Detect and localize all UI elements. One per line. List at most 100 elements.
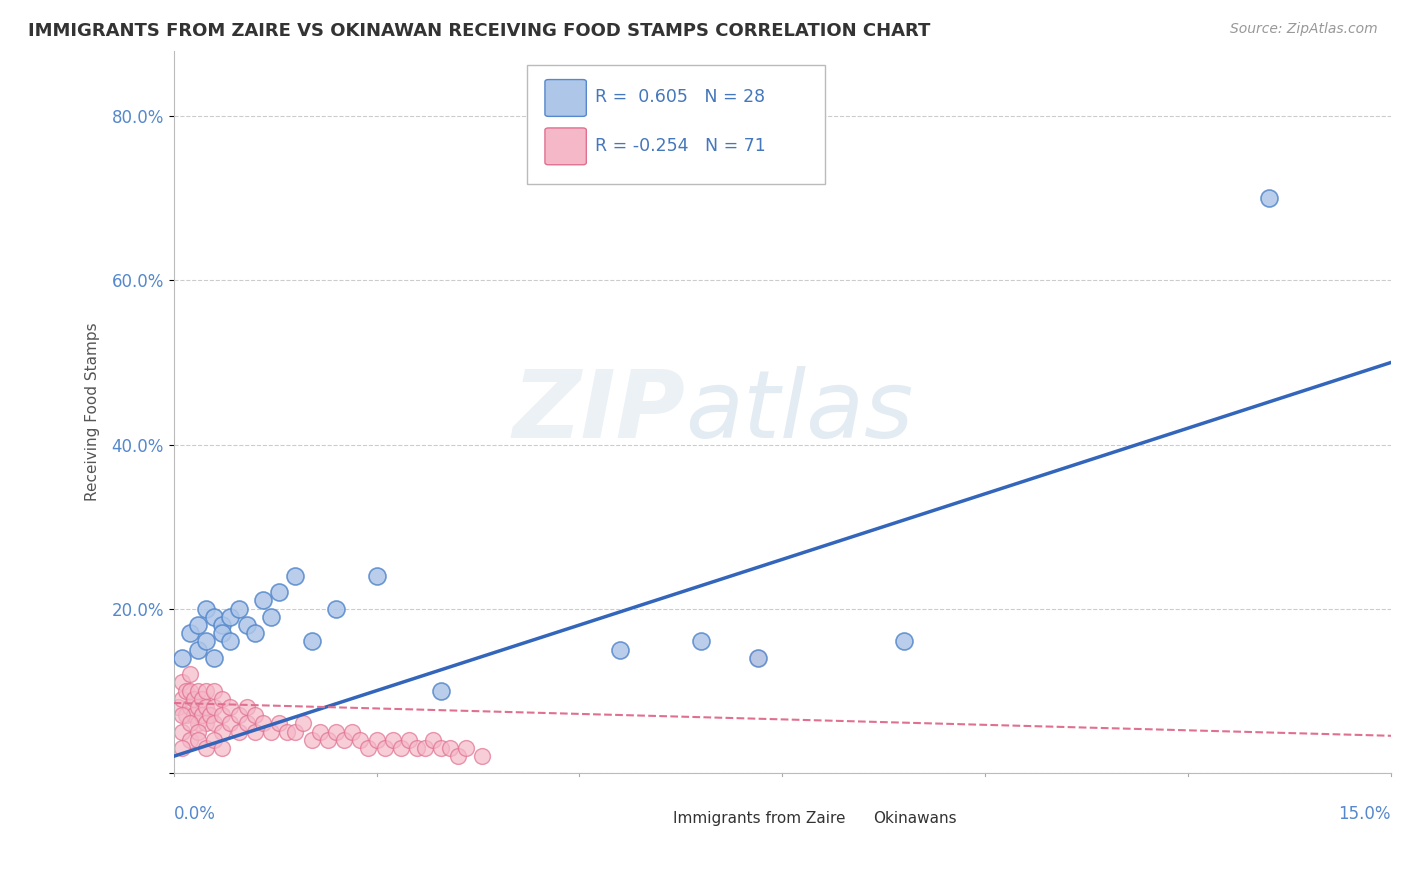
Point — [187, 716, 209, 731]
Point — [430, 741, 453, 756]
Point — [374, 741, 396, 756]
Point — [187, 700, 209, 714]
Point — [308, 724, 330, 739]
Point — [454, 741, 477, 756]
Point — [174, 708, 197, 723]
Point — [243, 626, 266, 640]
Point — [179, 700, 201, 714]
Point — [235, 618, 257, 632]
Point — [252, 593, 274, 607]
Point — [422, 732, 444, 747]
Point — [219, 634, 242, 648]
Point — [195, 683, 218, 698]
Point — [195, 700, 218, 714]
Point — [211, 691, 233, 706]
Point — [747, 650, 769, 665]
FancyBboxPatch shape — [834, 803, 868, 832]
Point — [202, 732, 225, 747]
Point — [228, 601, 250, 615]
Point — [202, 700, 225, 714]
FancyBboxPatch shape — [546, 128, 586, 165]
Point — [211, 724, 233, 739]
Point — [219, 609, 242, 624]
Point — [325, 724, 347, 739]
Point — [211, 708, 233, 723]
Point — [284, 569, 307, 583]
Point — [430, 683, 453, 698]
Point — [170, 675, 193, 690]
Point — [471, 749, 494, 764]
Text: 15.0%: 15.0% — [1339, 805, 1391, 823]
Point — [191, 691, 214, 706]
Point — [195, 716, 218, 731]
Point — [166, 700, 188, 714]
Point — [747, 650, 769, 665]
Point — [406, 741, 429, 756]
Point — [235, 716, 257, 731]
Text: Immigrants from Zaire: Immigrants from Zaire — [672, 811, 845, 826]
Y-axis label: Receiving Food Stamps: Receiving Food Stamps — [86, 322, 100, 501]
Point — [187, 618, 209, 632]
Point — [260, 609, 283, 624]
Point — [228, 708, 250, 723]
Point — [389, 741, 412, 756]
Point — [349, 732, 371, 747]
Point — [211, 741, 233, 756]
Point — [269, 585, 291, 599]
Point — [170, 650, 193, 665]
Point — [413, 741, 436, 756]
Text: R =  0.605   N = 28: R = 0.605 N = 28 — [595, 88, 765, 106]
Point — [366, 732, 388, 747]
Point — [276, 724, 298, 739]
Point — [609, 642, 631, 657]
Point — [202, 650, 225, 665]
FancyBboxPatch shape — [546, 79, 586, 116]
Point — [316, 732, 339, 747]
Point — [211, 626, 233, 640]
Point — [187, 683, 209, 698]
Point — [366, 569, 388, 583]
Text: Source: ZipAtlas.com: Source: ZipAtlas.com — [1230, 22, 1378, 37]
Point — [179, 667, 201, 681]
Point — [202, 716, 225, 731]
Point — [179, 732, 201, 747]
Point — [170, 708, 193, 723]
Point — [183, 708, 205, 723]
Point — [447, 749, 470, 764]
Point — [340, 724, 363, 739]
Point — [219, 716, 242, 731]
Text: atlas: atlas — [685, 367, 912, 458]
Point — [439, 741, 461, 756]
Point — [195, 634, 218, 648]
Point — [183, 691, 205, 706]
Point — [398, 732, 420, 747]
Point — [202, 683, 225, 698]
Point — [174, 683, 197, 698]
Point — [269, 716, 291, 731]
Point — [195, 741, 218, 756]
Text: ZIP: ZIP — [512, 366, 685, 458]
Point — [893, 634, 915, 648]
Point — [179, 716, 201, 731]
Point — [202, 609, 225, 624]
Point — [252, 716, 274, 731]
Point — [187, 732, 209, 747]
Text: 0.0%: 0.0% — [173, 805, 215, 823]
Point — [170, 741, 193, 756]
Point — [179, 683, 201, 698]
Text: IMMIGRANTS FROM ZAIRE VS OKINAWAN RECEIVING FOOD STAMPS CORRELATION CHART: IMMIGRANTS FROM ZAIRE VS OKINAWAN RECEIV… — [28, 22, 931, 40]
Point — [179, 626, 201, 640]
Point — [219, 700, 242, 714]
Point — [243, 724, 266, 739]
Point — [170, 724, 193, 739]
Point — [301, 732, 323, 747]
Point — [333, 732, 356, 747]
Point — [1258, 191, 1281, 205]
Point — [187, 724, 209, 739]
Point — [292, 716, 315, 731]
Point — [170, 691, 193, 706]
Point — [260, 724, 283, 739]
Text: Okinawans: Okinawans — [873, 811, 957, 826]
Point — [325, 601, 347, 615]
Point — [301, 634, 323, 648]
